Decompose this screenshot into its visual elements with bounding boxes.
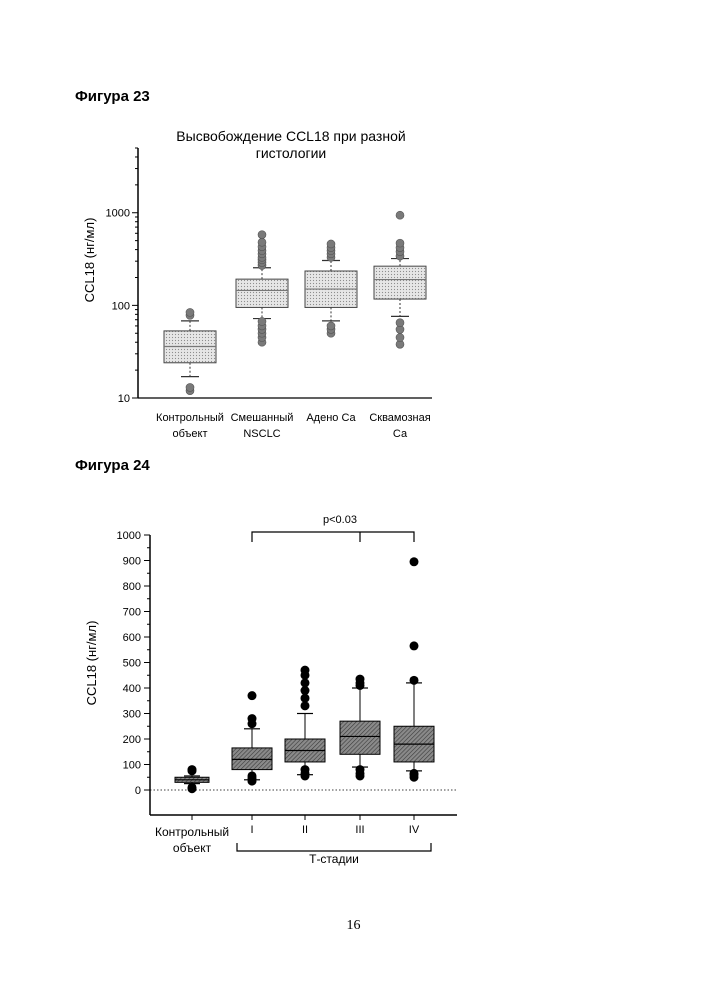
outlier-point (257, 317, 267, 326)
x-category-label: объект (173, 841, 212, 855)
page-number: 16 (346, 918, 361, 933)
outlier-point (187, 782, 197, 792)
outlier-point (300, 665, 310, 675)
y-tick-label: 400 (123, 683, 141, 695)
outlier-point (300, 693, 310, 703)
significance-label: p<0.03 (323, 514, 357, 526)
outlier-point (355, 674, 365, 684)
x-category-label: Сквамозная (369, 412, 430, 424)
x-category-label: Контрольный (156, 412, 224, 424)
box-plot-2 (235, 230, 289, 347)
x-category-label: Са (393, 428, 408, 440)
box-plot-2 (231, 691, 273, 786)
outlier-point (355, 765, 365, 775)
y-tick-label: 100 (112, 300, 130, 312)
y-tick-label: 200 (123, 734, 141, 746)
y-axis-label: CCL18 (нг/мл) (82, 218, 97, 303)
x-category-label: Смешанный (231, 412, 294, 424)
outlier-point (185, 308, 195, 317)
x-category-label: NSCLC (243, 428, 280, 440)
box-iqr (235, 278, 289, 308)
outlier-point (247, 771, 257, 781)
outlier-point (257, 230, 267, 239)
y-tick-label: 300 (123, 709, 141, 721)
outlier-point (409, 675, 419, 685)
outlier-point (300, 678, 310, 688)
outlier-point (326, 321, 336, 331)
outlier-point (187, 765, 197, 775)
x-category-label: II (302, 824, 308, 836)
outlier-point (395, 210, 405, 220)
y-tick-label: 100 (123, 760, 141, 772)
outlier-point (409, 557, 419, 567)
box-plot-1 (163, 308, 217, 395)
outlier-point (300, 701, 310, 711)
box-plot-3 (304, 239, 358, 338)
figure-23-label: Фигура 23 (75, 88, 150, 105)
chart-title-line: Высвобождение CCL18 при разной (176, 128, 405, 144)
box-plot-4 (373, 210, 427, 349)
box-iqr (231, 747, 273, 771)
outlier-point (300, 765, 310, 775)
y-tick-label: 0 (135, 785, 141, 797)
outlier-point (395, 238, 405, 248)
box-iqr (373, 265, 427, 300)
x-category-label: объект (172, 428, 207, 440)
figure-24-label: Фигура 24 (75, 457, 150, 474)
x-category-label: III (355, 824, 364, 836)
x-category-label: IV (409, 824, 420, 836)
chart-ccl18-histology: Высвобождение CCL18 при разнойгистологии… (82, 128, 432, 440)
outlier-point (247, 691, 257, 701)
box-plot-4 (339, 674, 381, 781)
y-tick-label: 10 (118, 393, 130, 405)
box-iqr (339, 720, 381, 755)
outlier-point (409, 768, 419, 778)
y-tick-label: 1000 (117, 530, 141, 542)
y-axis-label: CCL18 (нг/мл) (84, 621, 99, 706)
y-tick-label: 1000 (106, 208, 130, 220)
significance-bracket (251, 531, 415, 542)
y-tick-label: 900 (123, 556, 141, 568)
y-tick-label: 600 (123, 632, 141, 644)
outlier-point (395, 318, 405, 328)
outlier-point (326, 239, 336, 249)
chart-title-line: гистологии (256, 145, 327, 161)
group-label: Т-стадии (309, 852, 359, 866)
outlier-point (185, 383, 195, 392)
y-tick-label: 500 (123, 658, 141, 670)
outlier-point (247, 714, 257, 724)
x-category-label: Адено Са (306, 412, 356, 424)
y-tick-label: 800 (123, 581, 141, 593)
group-bracket (236, 843, 432, 852)
x-category-label: I (250, 824, 253, 836)
box-plot-1 (174, 765, 210, 794)
y-tick-label: 700 (123, 607, 141, 619)
box-plot-5 (393, 557, 435, 782)
x-category-label: Контрольный (155, 825, 229, 839)
outlier-point (409, 641, 419, 651)
outlier-point (300, 686, 310, 696)
box-plot-3 (284, 665, 326, 781)
